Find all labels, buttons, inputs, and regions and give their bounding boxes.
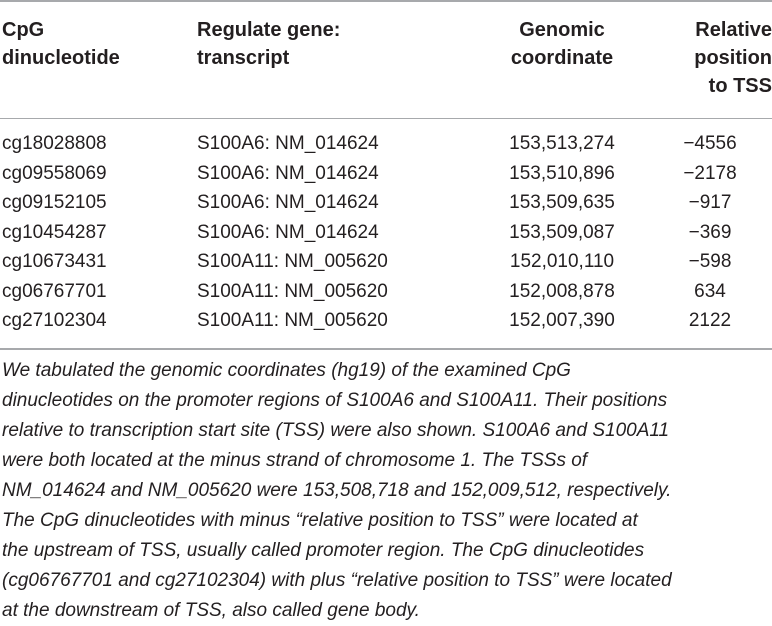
footnote-line: (cg06767701 and cg27102304) with plus “r… (2, 570, 672, 591)
table-top-rule (0, 0, 772, 2)
position-cell: −369 (688, 221, 732, 243)
header-relative-position: Relative position to TSS (654, 16, 772, 100)
cpg-cell: cg06767701 (2, 280, 107, 302)
coordinate-cell: 152,007,390 (509, 310, 615, 331)
position-cell: 2122 (688, 310, 732, 331)
footnote-line: dinucleotides on the promoter regions of… (2, 390, 668, 411)
position-cell: 634 (694, 280, 726, 302)
coordinate-cell: 153,510,896 (509, 162, 615, 184)
header-genomic-coordinate: Genomic coordinate (502, 16, 622, 72)
table-footnote: We tabulated the genomic coordinates (hg… (2, 356, 770, 626)
position-cell: −2178 (683, 162, 737, 184)
coordinate-cell: 153,509,635 (509, 192, 615, 213)
gene-cell: S100A11: NM_005620 (197, 310, 388, 331)
header-divider-rule (0, 118, 772, 119)
cpg-cell: cg09558069 (2, 162, 107, 184)
header-text: CpG (2, 19, 45, 41)
coordinate-cell: 152,008,878 (509, 280, 615, 302)
header-text: dinucleotide (2, 47, 120, 69)
header-text: position (694, 47, 772, 69)
footnote-line: at the downstream of TSS, also called ge… (2, 600, 420, 621)
table-row: cg09152105 S100A6: NM_014624 153,509,635… (0, 189, 772, 219)
header-cpg-dinucleotide: CpG dinucleotide (2, 16, 120, 72)
table-bottom-rule (0, 348, 772, 350)
footnote-line: were both located at the minus strand of… (2, 450, 588, 471)
table-row: cg06767701 S100A11: NM_005620 152,008,87… (0, 278, 772, 308)
coordinate-cell: 153,513,274 (509, 133, 615, 154)
footnote-line: The CpG dinucleotides with minus “relati… (2, 510, 638, 531)
cpg-cell: cg18028808 (2, 133, 107, 154)
table-row: cg27102304 S100A11: NM_005620 152,007,39… (0, 307, 772, 337)
table-row: cg18028808 S100A6: NM_014624 153,513,274… (0, 130, 772, 160)
footnote-line: the upstream of TSS, usually called prom… (2, 540, 645, 561)
table-row: cg10454287 S100A6: NM_014624 153,509,087… (0, 219, 772, 249)
position-cell: −4556 (683, 133, 737, 154)
table-body: cg18028808 S100A6: NM_014624 153,513,274… (0, 130, 772, 337)
position-cell: −917 (688, 192, 732, 213)
gene-cell: S100A11: NM_005620 (197, 280, 388, 302)
cpg-cell: cg09152105 (2, 192, 107, 213)
header-regulate-gene: Regulate gene: transcript (197, 16, 340, 72)
gene-cell: S100A6: NM_014624 (197, 221, 379, 243)
header-text: Genomic (519, 19, 605, 41)
cpg-cell: cg27102304 (2, 310, 107, 331)
cpg-cell: cg10454287 (2, 221, 107, 243)
position-cell: −598 (688, 251, 732, 272)
header-text: coordinate (510, 47, 614, 69)
gene-cell: S100A6: NM_014624 (197, 192, 379, 213)
header-text: Relative (695, 19, 772, 41)
coordinate-cell: 152,010,110 (509, 251, 615, 272)
gene-cell: S100A6: NM_014624 (197, 162, 379, 184)
gene-cell: S100A11: NM_005620 (197, 251, 388, 272)
gene-cell: S100A6: NM_014624 (197, 133, 379, 154)
header-text: transcript (197, 47, 290, 69)
table-row: cg09558069 S100A6: NM_014624 153,510,896… (0, 160, 772, 190)
cpg-cell: cg10673431 (2, 251, 107, 272)
table-row: cg10673431 S100A11: NM_005620 152,010,11… (0, 248, 772, 278)
header-text: Regulate gene: (197, 19, 341, 41)
header-text: to TSS (708, 75, 772, 97)
coordinate-cell: 153,509,087 (509, 221, 615, 243)
footnote-line: relative to transcription start site (TS… (2, 420, 670, 441)
footnote-line: NM_014624 and NM_005620 were 153,508,718… (2, 480, 672, 501)
footnote-line: We tabulated the genomic coordinates (hg… (2, 360, 571, 381)
